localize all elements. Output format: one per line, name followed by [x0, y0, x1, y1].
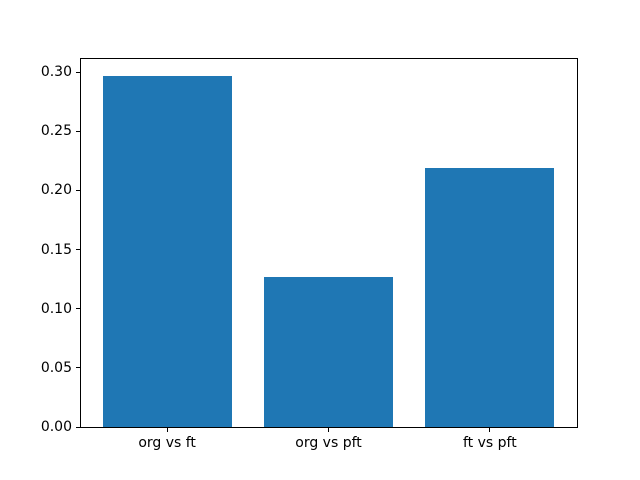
x-tick-mark: [489, 428, 491, 432]
y-tick-label: 0.10: [40, 300, 72, 317]
y-tick-mark: [76, 308, 80, 310]
bar-org-vs-pft: [263, 276, 394, 427]
y-tick-label: 0.15: [40, 241, 72, 258]
y-tick-label: 0.25: [40, 123, 72, 140]
y-tick-mark: [76, 426, 80, 428]
y-tick-label: 0.05: [40, 359, 72, 376]
x-tick-label: org vs pft: [295, 435, 362, 451]
x-tick-label: ft vs pft: [463, 435, 517, 451]
y-tick-mark: [76, 249, 80, 251]
y-tick-mark: [76, 71, 80, 73]
y-tick-mark: [76, 367, 80, 369]
y-tick-label: 0.00: [40, 419, 72, 435]
y-tick-label: 0.20: [40, 182, 72, 199]
bar-org-vs-ft: [102, 75, 232, 427]
y-tick-mark: [76, 189, 80, 191]
bar-ft-vs-pft: [425, 167, 555, 427]
y-tick-mark: [76, 130, 80, 132]
x-tick-mark: [328, 428, 329, 432]
x-tick-mark: [166, 428, 168, 432]
x-tick-label: org vs ft: [138, 435, 196, 451]
y-tick-label: 0.30: [40, 64, 72, 81]
